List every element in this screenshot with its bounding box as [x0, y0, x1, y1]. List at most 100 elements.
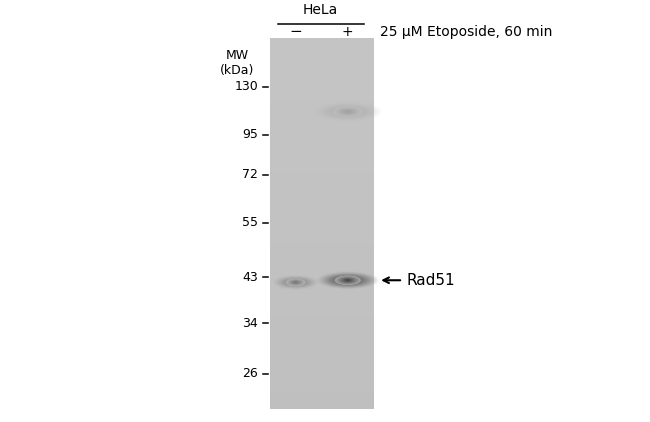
Ellipse shape — [294, 281, 298, 283]
Bar — [270, 380, 374, 381]
Ellipse shape — [346, 280, 350, 281]
Bar — [270, 306, 374, 307]
Bar — [270, 203, 374, 205]
Bar — [270, 389, 374, 391]
Bar — [270, 183, 374, 185]
Ellipse shape — [324, 273, 372, 287]
Ellipse shape — [333, 106, 363, 117]
Ellipse shape — [337, 277, 358, 283]
Bar — [270, 120, 374, 122]
Bar — [270, 255, 374, 257]
Bar — [270, 220, 374, 222]
Bar — [270, 384, 374, 385]
Ellipse shape — [338, 277, 358, 284]
Bar — [270, 42, 374, 44]
Bar — [270, 73, 374, 76]
Bar — [270, 151, 374, 153]
Bar — [270, 402, 374, 404]
Ellipse shape — [329, 275, 367, 286]
Ellipse shape — [334, 276, 361, 284]
Bar — [270, 252, 374, 254]
Ellipse shape — [274, 276, 318, 289]
Ellipse shape — [342, 278, 354, 282]
Bar — [270, 72, 374, 73]
Ellipse shape — [318, 272, 378, 289]
Ellipse shape — [346, 279, 350, 281]
Ellipse shape — [286, 279, 306, 285]
Bar — [270, 381, 374, 384]
Bar — [270, 330, 374, 331]
Bar — [270, 265, 374, 267]
Bar — [270, 94, 374, 96]
Ellipse shape — [292, 281, 299, 283]
Ellipse shape — [341, 110, 355, 114]
Bar — [270, 207, 374, 209]
Ellipse shape — [294, 282, 297, 283]
Bar — [270, 200, 374, 202]
Bar — [270, 343, 374, 344]
Ellipse shape — [283, 279, 308, 286]
Text: 55: 55 — [242, 216, 258, 229]
Ellipse shape — [282, 278, 309, 287]
Bar — [270, 114, 374, 116]
Bar — [270, 298, 374, 300]
Bar — [270, 307, 374, 309]
Ellipse shape — [295, 282, 296, 283]
Text: 95: 95 — [242, 128, 258, 141]
Ellipse shape — [316, 103, 380, 121]
Ellipse shape — [333, 276, 363, 284]
Text: HeLa: HeLa — [302, 3, 337, 17]
Bar — [270, 344, 374, 346]
Ellipse shape — [341, 279, 354, 282]
Ellipse shape — [343, 279, 352, 282]
Bar — [270, 250, 374, 252]
Ellipse shape — [326, 274, 369, 286]
Bar — [270, 296, 374, 298]
Bar — [270, 178, 374, 179]
Bar — [270, 371, 374, 372]
Bar — [270, 263, 374, 265]
Bar — [270, 400, 374, 402]
Ellipse shape — [326, 106, 370, 118]
Ellipse shape — [280, 277, 312, 287]
Ellipse shape — [343, 110, 352, 114]
Bar — [270, 222, 374, 224]
Bar — [270, 129, 374, 131]
Bar — [270, 70, 374, 72]
Bar — [270, 331, 374, 333]
Bar — [270, 48, 374, 49]
Ellipse shape — [337, 276, 359, 284]
Ellipse shape — [347, 111, 349, 112]
Bar — [270, 66, 374, 68]
Ellipse shape — [289, 280, 303, 285]
Bar — [270, 100, 374, 101]
Ellipse shape — [338, 277, 358, 284]
Ellipse shape — [342, 279, 354, 282]
Bar — [270, 218, 374, 220]
Ellipse shape — [330, 275, 365, 285]
Bar — [270, 319, 374, 320]
Ellipse shape — [291, 280, 301, 284]
Ellipse shape — [293, 281, 298, 283]
Ellipse shape — [344, 110, 352, 113]
Ellipse shape — [291, 281, 300, 284]
Bar — [270, 116, 374, 118]
Bar — [270, 44, 374, 46]
Bar — [270, 141, 374, 142]
Ellipse shape — [292, 281, 300, 284]
Ellipse shape — [339, 278, 357, 283]
Bar — [270, 133, 374, 135]
Ellipse shape — [321, 104, 374, 119]
Bar — [270, 387, 374, 389]
Text: 34: 34 — [242, 317, 258, 330]
Ellipse shape — [342, 278, 354, 282]
Ellipse shape — [341, 278, 355, 283]
Ellipse shape — [319, 272, 376, 288]
Ellipse shape — [288, 279, 304, 285]
Ellipse shape — [345, 279, 350, 281]
Bar — [270, 135, 374, 137]
Bar — [270, 59, 374, 60]
Ellipse shape — [344, 111, 351, 113]
Bar — [270, 53, 374, 55]
Ellipse shape — [293, 281, 298, 283]
